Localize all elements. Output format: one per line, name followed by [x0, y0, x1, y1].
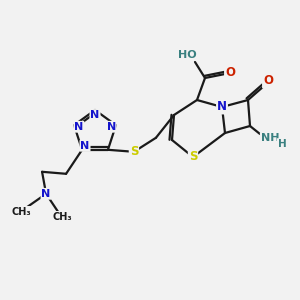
Text: N: N: [217, 100, 227, 113]
Text: CH₃: CH₃: [11, 207, 31, 217]
Text: N: N: [80, 141, 90, 151]
Text: O: O: [225, 65, 235, 79]
Text: O: O: [263, 74, 273, 88]
Text: CH₃: CH₃: [52, 212, 72, 222]
Text: N: N: [90, 110, 100, 120]
Text: N: N: [41, 189, 51, 199]
Text: NH: NH: [261, 133, 279, 143]
Text: H: H: [278, 139, 286, 149]
Text: N: N: [74, 122, 83, 132]
Text: S: S: [189, 151, 197, 164]
Text: N: N: [106, 122, 116, 132]
Text: S: S: [130, 145, 138, 158]
Text: HO: HO: [178, 50, 196, 60]
